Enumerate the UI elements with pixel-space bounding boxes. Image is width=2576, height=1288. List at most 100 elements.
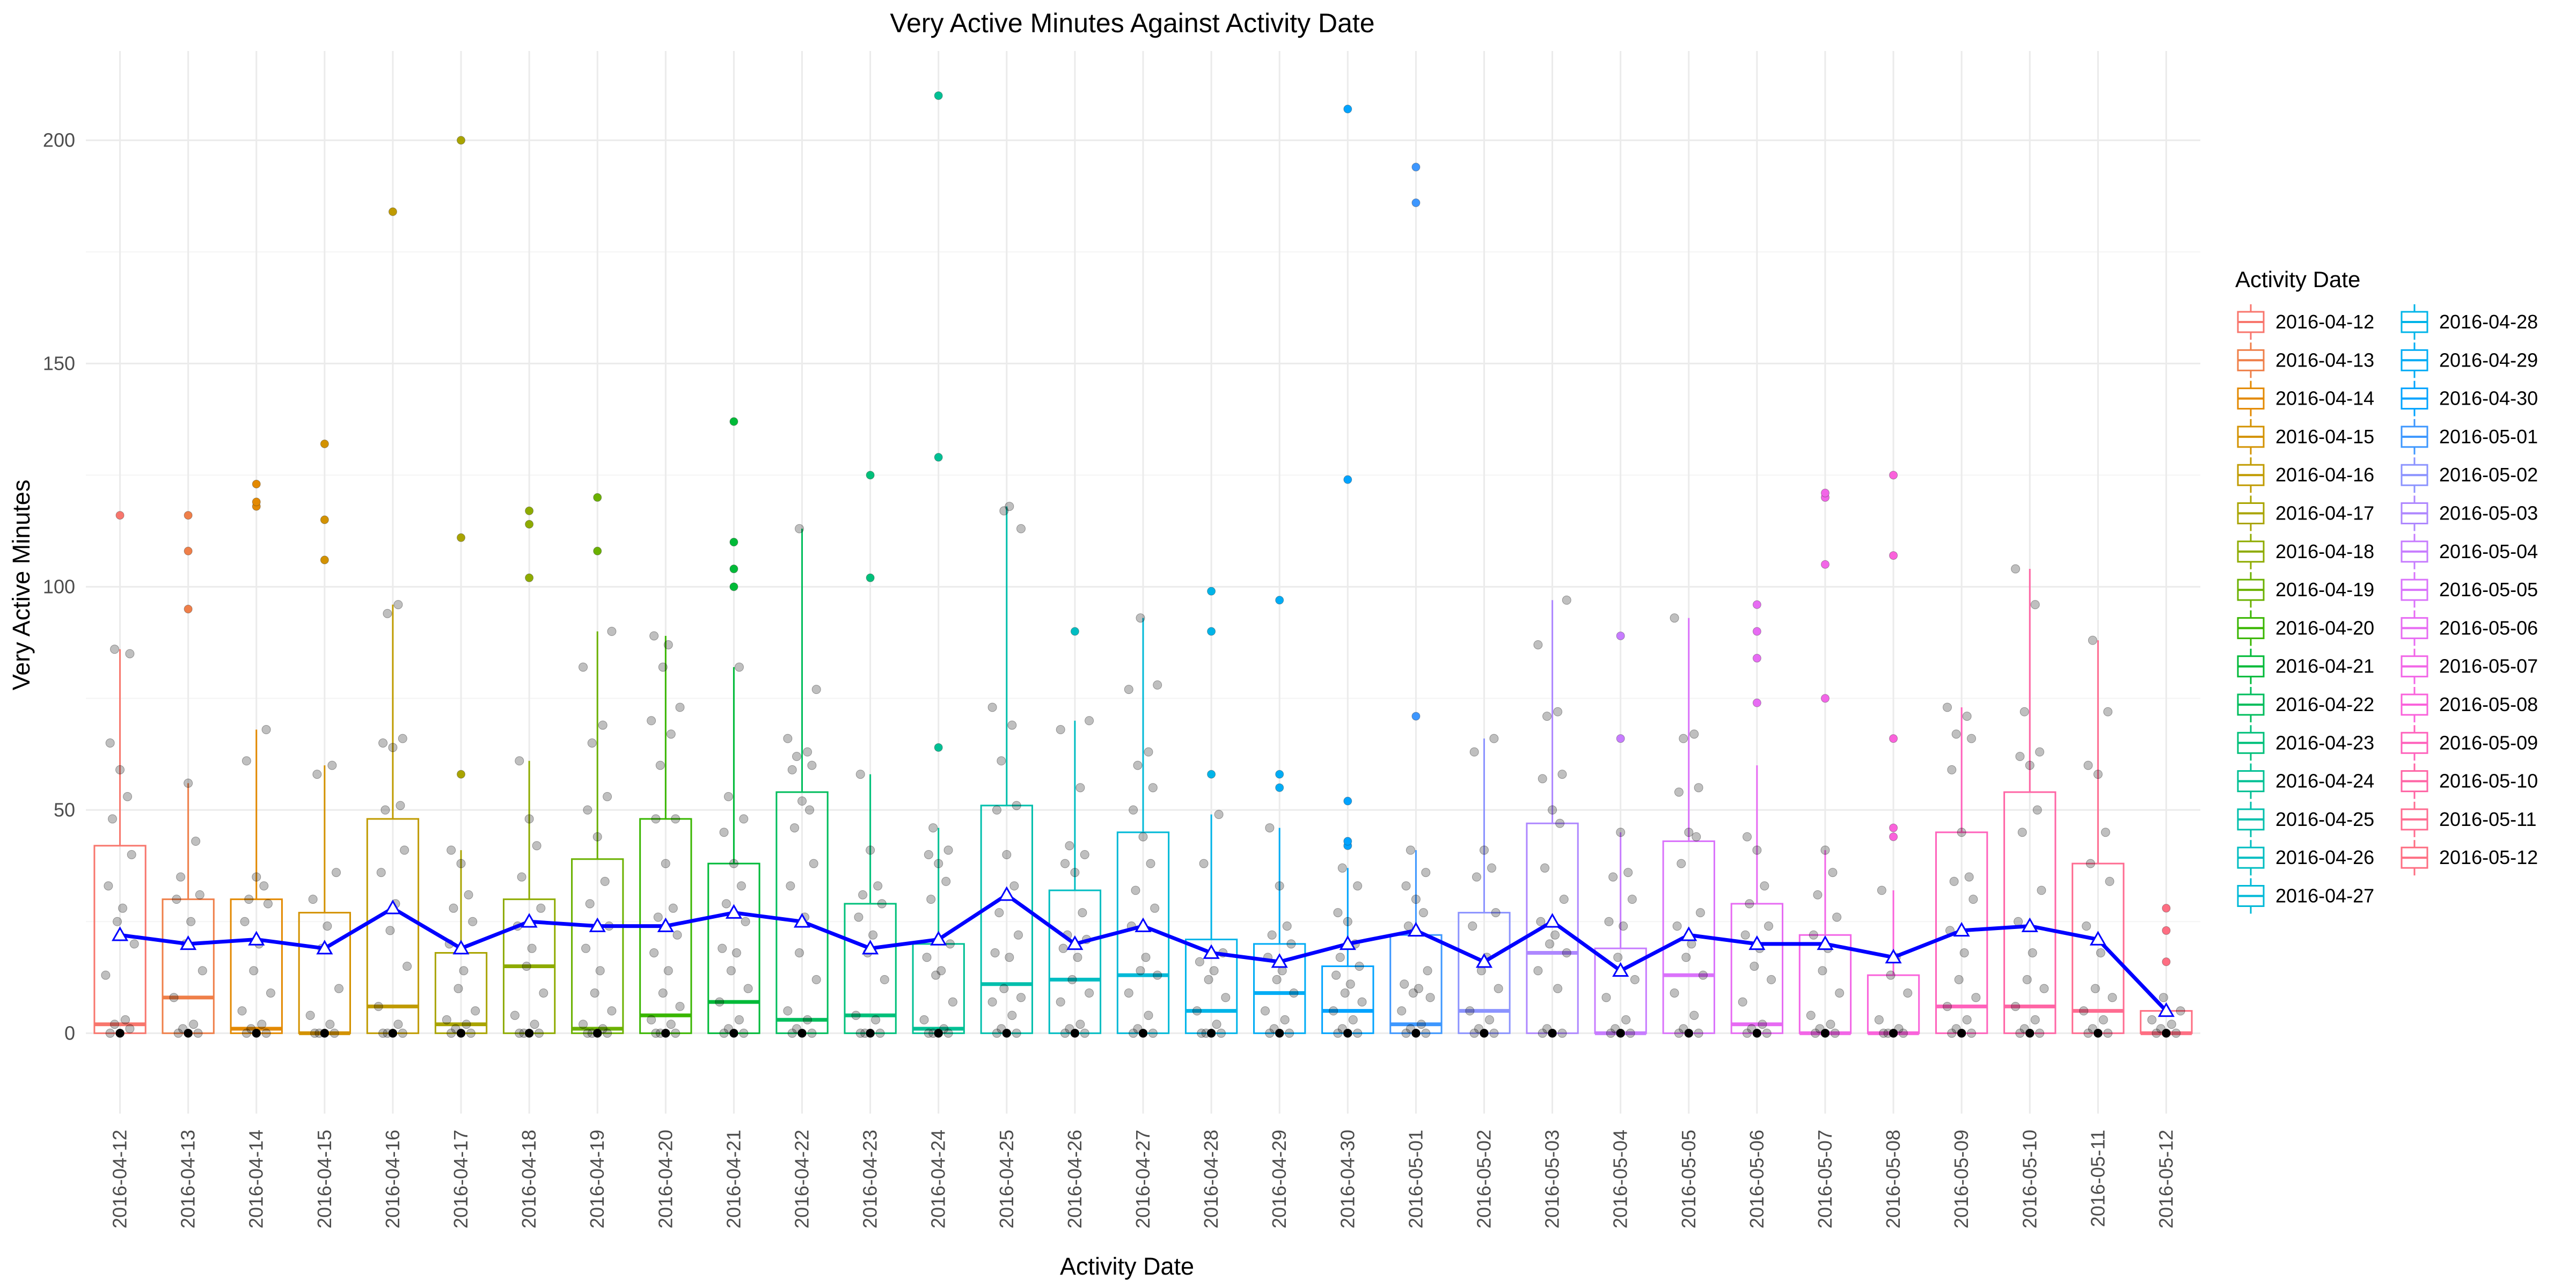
legend-entry-label: 2016-04-28	[2439, 311, 2538, 333]
jitter-point	[2085, 859, 2095, 868]
box-outlier-point	[2162, 904, 2171, 913]
jitter-point	[948, 997, 957, 1007]
jitter-point	[266, 988, 275, 998]
jitter-point	[1282, 921, 1292, 931]
box-outlier-point	[2162, 926, 2171, 935]
jitter-point	[259, 881, 269, 891]
jitter-point	[1826, 1020, 1835, 1029]
mean-marker	[725, 904, 743, 919]
zero-point	[1411, 1029, 1421, 1038]
box-outlier-point	[1752, 627, 1761, 636]
jitter-point	[456, 859, 466, 868]
jitter-point	[464, 890, 473, 899]
x-tick-label: 2016-05-07	[1814, 1130, 1836, 1228]
mean-marker	[1475, 953, 1493, 968]
jitter-point	[1670, 613, 1679, 623]
box-outlier-point	[252, 479, 261, 488]
jitter-point	[1951, 729, 1961, 739]
jitter-point	[1828, 868, 1838, 877]
jitter-point	[1949, 876, 1959, 886]
jitter-point	[252, 872, 261, 882]
box-outlier-point	[1275, 596, 1284, 605]
jitter-point	[671, 1028, 680, 1038]
jitter-point	[378, 1028, 388, 1038]
jitter-point	[734, 1015, 744, 1024]
jitter-point	[2017, 828, 2027, 837]
mean-marker	[1135, 917, 1152, 932]
jitter-point	[1280, 1015, 1290, 1024]
x-tick-label: 2016-04-29	[1268, 1130, 1290, 1228]
jitter-point	[1353, 881, 1363, 891]
jitter-point	[736, 881, 746, 891]
jitter-point	[1060, 1028, 1070, 1038]
x-tick-label: 2016-05-01	[1404, 1130, 1426, 1228]
jitter-point	[718, 943, 727, 953]
jitter-point	[1333, 1028, 1343, 1038]
jitter-point	[1548, 805, 1557, 815]
jitter-point	[805, 805, 815, 815]
jitter-point	[795, 948, 804, 958]
legend-entry-label: 2016-05-11	[2439, 808, 2536, 830]
jitter-point	[383, 609, 392, 618]
x-tick-label: 2016-05-11	[2087, 1130, 2109, 1227]
jitter-point	[1967, 1028, 1977, 1038]
jitter-point	[873, 881, 883, 891]
jitter-point	[1750, 961, 1759, 971]
box-outlier-point	[1820, 488, 1829, 497]
jitter-point	[1286, 939, 1296, 949]
jitter-point	[1333, 908, 1343, 918]
jitter-point	[2083, 1028, 2093, 1038]
zero-point	[1957, 1029, 1966, 1038]
jitter-point	[1212, 1020, 1221, 1029]
jitter-point	[663, 640, 673, 649]
y-tick-label: 200	[43, 129, 75, 151]
jitter-point	[666, 729, 676, 739]
jitter-point	[1148, 1028, 1158, 1038]
jitter-point	[719, 1028, 729, 1038]
zero-point	[2094, 1029, 2103, 1038]
jitter-point	[729, 859, 738, 868]
jitter-point	[2014, 917, 2023, 926]
legend-entry-label: 2016-04-17	[2275, 502, 2374, 524]
box-outlier-point	[457, 770, 466, 779]
x-tick-label: 2016-04-24	[927, 1130, 949, 1228]
jitter-point	[1146, 859, 1155, 868]
jitter-point	[2083, 760, 2093, 770]
x-tick-label: 2016-04-25	[996, 1130, 1018, 1228]
jitter-point	[330, 1028, 339, 1038]
jitter-point	[1221, 993, 1231, 1002]
jitter-point	[2028, 948, 2037, 958]
jitter-point	[2090, 984, 2100, 993]
zero-point	[1684, 1029, 1693, 1038]
x-tick-label: 2016-05-04	[1609, 1130, 1631, 1228]
jitter-point	[592, 832, 602, 841]
jitter-point	[1085, 988, 1094, 998]
jitter-point	[332, 868, 341, 877]
jitter-point	[334, 984, 344, 993]
jitter-point	[1533, 966, 1543, 976]
jitter-point	[1533, 640, 1543, 649]
jitter-point	[1406, 845, 1415, 855]
box-outlier-point	[866, 573, 875, 582]
x-tick-label: 2016-04-20	[654, 1130, 676, 1228]
legend-entry-label: 2016-04-15	[2275, 426, 2374, 448]
jitter-point	[110, 1020, 120, 1029]
jitter-point	[1626, 1028, 1635, 1038]
jitter-point	[388, 743, 398, 752]
jitter-point	[663, 966, 673, 976]
jitter-point	[671, 814, 680, 824]
jitter-point	[603, 1028, 612, 1038]
jitter-point	[1401, 1028, 1411, 1038]
jitter-point	[1835, 988, 1845, 998]
jitter-point	[2011, 564, 2021, 574]
jitter-point	[2147, 1015, 2157, 1024]
jitter-point	[1343, 917, 1352, 926]
jitter-point	[305, 1011, 315, 1020]
jitter-point	[2093, 770, 2103, 779]
jitter-point	[1408, 988, 1418, 998]
jitter-point	[1141, 953, 1151, 962]
box-outlier-point	[184, 546, 193, 555]
jitter-point	[1192, 1006, 1202, 1016]
jitter-point	[376, 868, 386, 877]
